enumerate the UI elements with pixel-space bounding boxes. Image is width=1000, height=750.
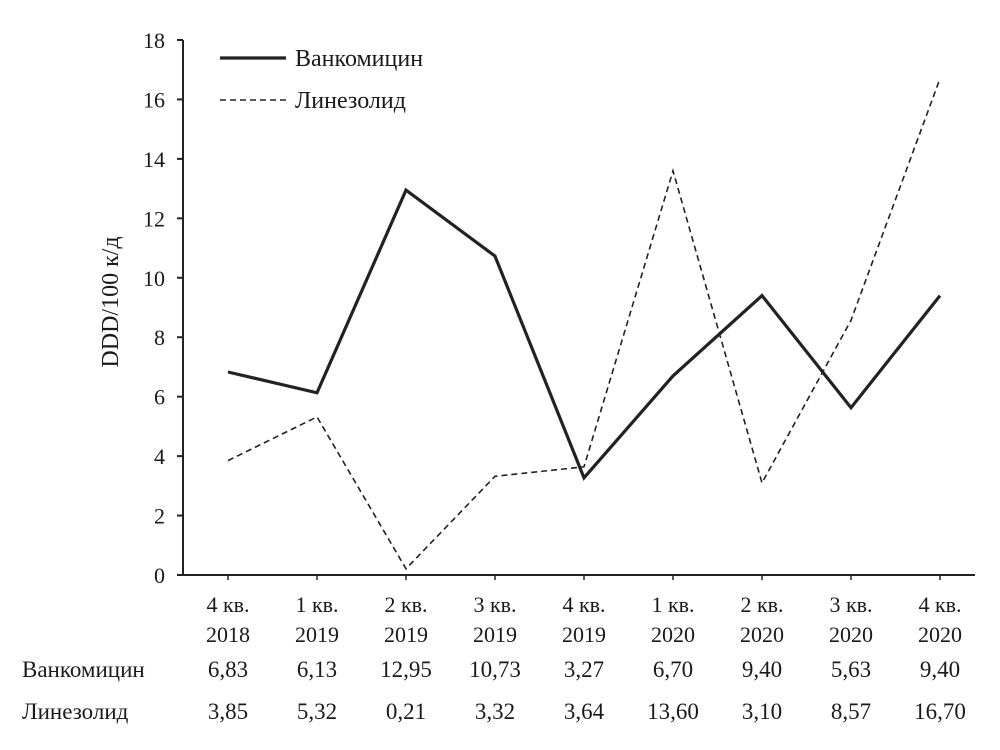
table-cell: 5,63 (831, 657, 871, 682)
table-cell: 8,57 (831, 699, 871, 724)
table-cell: 9,40 (742, 657, 782, 682)
y-tick-label: 10 (143, 266, 165, 291)
table-cell: 5,32 (297, 699, 337, 724)
x-tick-label: 4 кв. (562, 592, 605, 617)
x-tick-label: 2020 (829, 622, 873, 647)
x-tick-label: 4 кв. (206, 592, 249, 617)
y-axis-label: DDD/100 к/д (98, 236, 124, 367)
legend-label: Ванкомицин (295, 46, 423, 72)
table-cell: 16,70 (914, 699, 966, 724)
table-cell: 3,32 (475, 699, 515, 724)
y-tick-label: 2 (154, 504, 165, 529)
x-tick-label: 2020 (918, 622, 962, 647)
y-tick-label: 8 (154, 325, 165, 350)
y-axis-ticks: 0 2 4 6 8 10 12 14 16 18 (143, 28, 183, 588)
table-cell: 0,21 (386, 699, 426, 724)
x-tick-label: 1 кв. (295, 592, 338, 617)
y-tick-label: 4 (154, 444, 165, 469)
series-line-vancomycin (227, 187, 942, 481)
table-cell: 3,10 (742, 699, 782, 724)
table-cell: 6,83 (208, 657, 248, 682)
table-cell: 12,95 (380, 657, 432, 682)
y-tick-label: 12 (143, 206, 165, 231)
table-cell: 6,13 (297, 657, 337, 682)
y-tick-label: 18 (143, 28, 165, 53)
table-cell: 6,70 (653, 657, 693, 682)
y-tick-label: 16 (143, 87, 165, 112)
x-tick-label: 3 кв. (473, 592, 516, 617)
x-tick-label: 2 кв. (740, 592, 783, 617)
x-tick-label: 2 кв. (384, 592, 427, 617)
legend: Ванкомицин Линезолид (220, 46, 423, 114)
x-tick-label: 2019 (295, 622, 339, 647)
table-cell: 10,73 (469, 657, 521, 682)
x-tick-label: 3 кв. (829, 592, 872, 617)
legend-label: Линезолид (295, 88, 406, 114)
y-tick-label: 14 (143, 147, 165, 172)
table-row-label: Ванкомицин (22, 657, 145, 682)
x-axis-ticks: 4 кв. 2018 1 кв. 2019 2 кв. 2019 3 кв. 2019 4 кв… (206, 575, 962, 647)
x-tick-label: 2019 (562, 622, 606, 647)
x-tick-label: 2020 (651, 622, 695, 647)
table-cell: 3,27 (564, 657, 604, 682)
axes (182, 40, 975, 576)
x-tick-label: 1 кв. (651, 592, 694, 617)
x-tick-label: 2019 (384, 622, 428, 647)
x-tick-label: 2020 (740, 622, 784, 647)
y-tick-label: 0 (154, 563, 165, 588)
table-cell: 13,60 (647, 699, 699, 724)
x-tick-label: 2018 (206, 622, 250, 647)
table-row-label: Линезолид (22, 699, 129, 724)
table-cell: 3,64 (564, 699, 605, 724)
table-cell: 9,40 (920, 657, 960, 682)
series-line-linezolid (227, 78, 941, 571)
series-lines (227, 78, 942, 571)
x-tick-label: 4 кв. (918, 592, 961, 617)
y-tick-label: 6 (154, 385, 165, 410)
data-table: Ванкомицин 6,83 6,13 12,95 10,73 3,27 6,70 9,40… (22, 657, 966, 724)
table-cell: 3,85 (208, 699, 248, 724)
x-tick-label: 2019 (473, 622, 517, 647)
